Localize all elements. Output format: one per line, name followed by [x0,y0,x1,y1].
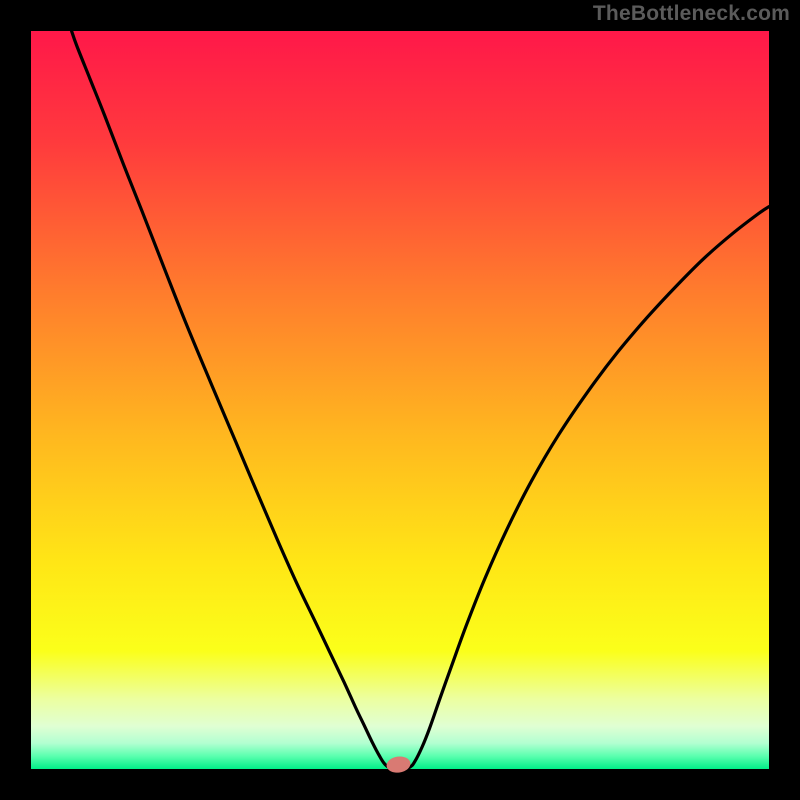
bottleneck-chart [0,0,800,800]
watermark-text: TheBottleneck.com [593,2,790,26]
plot-area [31,31,769,769]
chart-frame: TheBottleneck.com [0,0,800,800]
